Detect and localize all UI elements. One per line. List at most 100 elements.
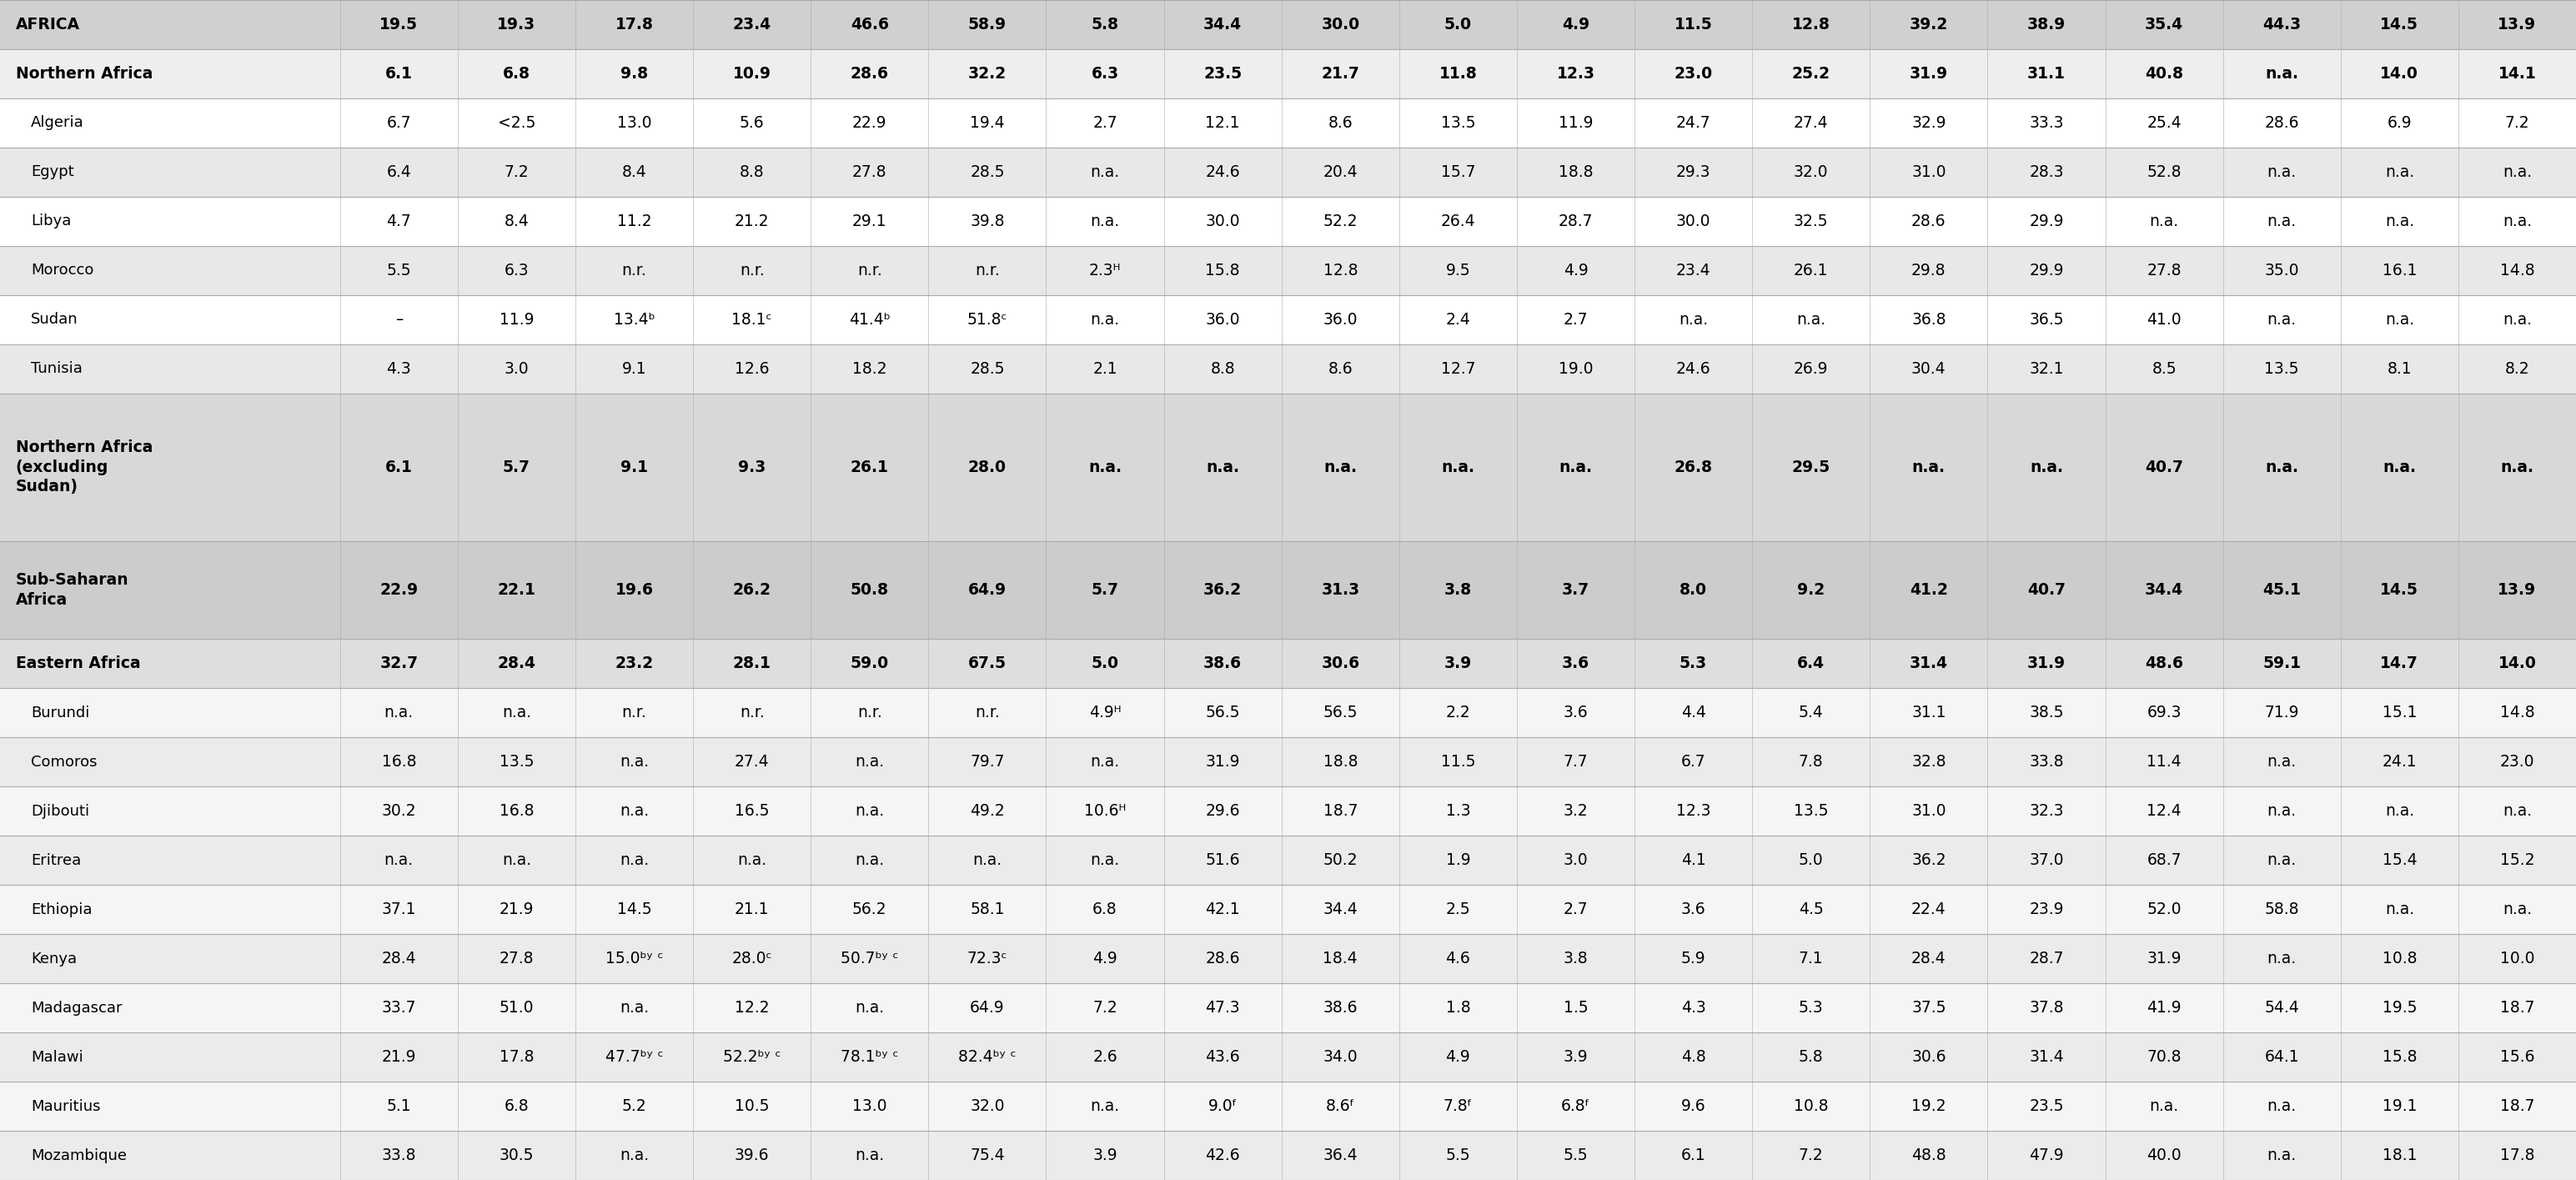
- Text: 2.3ᴴ: 2.3ᴴ: [1090, 262, 1121, 278]
- Text: 23.9: 23.9: [2030, 902, 2063, 918]
- Text: 48.6: 48.6: [2146, 656, 2184, 671]
- Bar: [0, 688, 2576, 738]
- Text: 39.2: 39.2: [1909, 17, 1947, 33]
- Text: Mauritius: Mauritius: [31, 1099, 100, 1114]
- Text: 50.8: 50.8: [850, 582, 889, 598]
- Text: 4.9: 4.9: [1092, 951, 1118, 966]
- Text: 14.7: 14.7: [2380, 656, 2419, 671]
- Text: Kenya: Kenya: [31, 951, 77, 966]
- Text: 26.1: 26.1: [1793, 262, 1829, 278]
- Text: 24.1: 24.1: [2383, 754, 2416, 771]
- Text: Libya: Libya: [31, 214, 72, 229]
- Text: 8.1: 8.1: [2388, 361, 2411, 376]
- Text: 32.2: 32.2: [969, 66, 1007, 81]
- Text: 7.7: 7.7: [1564, 754, 1587, 771]
- Text: 12.8: 12.8: [1324, 262, 1358, 278]
- Text: 3.9: 3.9: [1092, 1147, 1118, 1163]
- Text: 8.0: 8.0: [1680, 582, 1708, 598]
- Text: 4.7: 4.7: [386, 214, 412, 229]
- Text: 2.1: 2.1: [1092, 361, 1118, 376]
- Text: 5.7: 5.7: [1092, 582, 1118, 598]
- Text: 22.1: 22.1: [497, 582, 536, 598]
- Text: 30.6: 30.6: [1321, 656, 1360, 671]
- Bar: [0, 245, 2576, 295]
- Text: 18.8: 18.8: [1324, 754, 1358, 771]
- Text: 27.8: 27.8: [2146, 262, 2182, 278]
- Text: 14.8: 14.8: [2499, 262, 2535, 278]
- Text: 54.4: 54.4: [2264, 999, 2300, 1016]
- Text: n.a.: n.a.: [2501, 214, 2532, 229]
- Text: 29.1: 29.1: [853, 214, 886, 229]
- Text: 13.5: 13.5: [500, 754, 533, 771]
- Text: 4.3: 4.3: [1682, 999, 1705, 1016]
- Text: 13.4ᵇ: 13.4ᵇ: [613, 312, 654, 328]
- Text: 16.8: 16.8: [381, 754, 417, 771]
- Text: 17.8: 17.8: [616, 17, 654, 33]
- Text: 10.8: 10.8: [1793, 1099, 1829, 1114]
- Text: n.a.: n.a.: [384, 704, 415, 721]
- Text: 14.5: 14.5: [616, 902, 652, 918]
- Text: 6.4: 6.4: [386, 164, 412, 181]
- Text: 40.7: 40.7: [2027, 582, 2066, 598]
- Text: n.a.: n.a.: [502, 852, 531, 868]
- Text: 5.4: 5.4: [1798, 704, 1824, 721]
- Text: 6.1: 6.1: [1682, 1147, 1705, 1163]
- Text: 15.8: 15.8: [1206, 262, 1239, 278]
- Text: 14.0: 14.0: [2499, 656, 2537, 671]
- Text: n.a.: n.a.: [855, 1147, 884, 1163]
- Text: 26.8: 26.8: [1674, 459, 1713, 476]
- Text: 33.7: 33.7: [381, 999, 417, 1016]
- Text: n.r.: n.r.: [858, 704, 881, 721]
- Text: 33.8: 33.8: [381, 1147, 417, 1163]
- Text: 5.0: 5.0: [1445, 17, 1471, 33]
- Text: 19.1: 19.1: [2383, 1099, 2416, 1114]
- Text: 31.4: 31.4: [1909, 656, 1947, 671]
- Text: 29.9: 29.9: [2030, 214, 2063, 229]
- Text: n.a.: n.a.: [2501, 312, 2532, 328]
- Text: 34.4: 34.4: [1324, 902, 1358, 918]
- Text: Comoros: Comoros: [31, 754, 98, 769]
- Text: 9.2: 9.2: [1798, 582, 1824, 598]
- Bar: [0, 345, 2576, 393]
- Text: 8.8: 8.8: [739, 164, 765, 181]
- Text: n.a.: n.a.: [2501, 804, 2532, 819]
- Text: 13.0: 13.0: [616, 114, 652, 131]
- Text: 40.8: 40.8: [2146, 66, 2184, 81]
- Text: n.a.: n.a.: [1206, 459, 1239, 476]
- Text: 41.9: 41.9: [2146, 999, 2182, 1016]
- Text: 7.8: 7.8: [1798, 754, 1824, 771]
- Text: 8.8: 8.8: [1211, 361, 1234, 376]
- Text: 32.5: 32.5: [1793, 214, 1829, 229]
- Text: 15.1: 15.1: [2383, 704, 2416, 721]
- Text: 41.2: 41.2: [1909, 582, 1947, 598]
- Text: 75.4: 75.4: [971, 1147, 1005, 1163]
- Text: 49.2: 49.2: [971, 804, 1005, 819]
- Text: 41.4ᵇ: 41.4ᵇ: [850, 312, 891, 328]
- Text: 34.0: 34.0: [1324, 1049, 1358, 1066]
- Bar: [0, 1032, 2576, 1082]
- Text: n.a.: n.a.: [2148, 1099, 2179, 1114]
- Text: 30.6: 30.6: [1911, 1049, 1945, 1066]
- Text: 23.0: 23.0: [2499, 754, 2535, 771]
- Bar: [0, 197, 2576, 245]
- Text: 51.6: 51.6: [1206, 852, 1239, 868]
- Text: 12.3: 12.3: [1556, 66, 1595, 81]
- Text: 2.7: 2.7: [1564, 312, 1587, 328]
- Text: 72.3ᶜ: 72.3ᶜ: [966, 951, 1007, 966]
- Text: 25.4: 25.4: [2146, 114, 2182, 131]
- Text: n.a.: n.a.: [2383, 459, 2416, 476]
- Text: 7.2: 7.2: [1092, 999, 1118, 1016]
- Text: 4.8: 4.8: [1682, 1049, 1705, 1066]
- Text: 13.0: 13.0: [853, 1099, 886, 1114]
- Text: 24.6: 24.6: [1677, 361, 1710, 376]
- Text: 9.0ᶠ: 9.0ᶠ: [1208, 1099, 1236, 1114]
- Text: 35.0: 35.0: [2264, 262, 2300, 278]
- Text: 26.4: 26.4: [1440, 214, 1476, 229]
- Text: 23.0: 23.0: [1674, 66, 1713, 81]
- Text: Egypt: Egypt: [31, 164, 75, 179]
- Text: n.a.: n.a.: [2264, 459, 2298, 476]
- Text: 36.0: 36.0: [1206, 312, 1239, 328]
- Text: n.a.: n.a.: [1324, 459, 1358, 476]
- Text: 10.8: 10.8: [2383, 951, 2416, 966]
- Text: 47.9: 47.9: [2030, 1147, 2063, 1163]
